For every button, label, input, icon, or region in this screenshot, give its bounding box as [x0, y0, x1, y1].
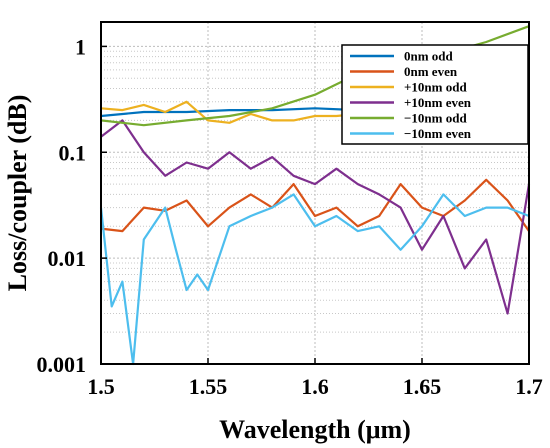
legend-label: +10nm odd	[404, 80, 467, 95]
y-axis-label: Loss/coupler (dB)	[3, 95, 32, 292]
x-axis-label: Wavelength (μm)	[219, 415, 411, 444]
series-line	[100, 119, 531, 315]
x-tick-label: 1.6	[301, 374, 329, 399]
y-tick-label: 1	[75, 34, 86, 59]
x-tick-label: 1.55	[189, 374, 228, 399]
x-tick-label: 1.65	[403, 374, 442, 399]
x-tick-label: 1.7	[515, 374, 543, 399]
series-line	[99, 193, 530, 366]
y-tick-label: 0.01	[48, 246, 87, 271]
series-line	[100, 178, 530, 233]
legend-label: 0nm odd	[404, 49, 454, 64]
y-tick-label: 0.1	[59, 140, 87, 165]
tick-layer: 1.5 1.55 1.6 1.65 1.7 0.001 0.01 0.1 1	[37, 34, 543, 399]
x-tick-label: 1.5	[87, 374, 115, 399]
legend-label: 0nm even	[404, 64, 458, 79]
legend-box	[341, 44, 529, 145]
legend-label: −10nm odd	[404, 111, 467, 126]
legend-label: −10nm even	[404, 126, 472, 141]
y-tick-label: 0.001	[37, 352, 87, 377]
legend-label: +10nm even	[404, 95, 472, 110]
